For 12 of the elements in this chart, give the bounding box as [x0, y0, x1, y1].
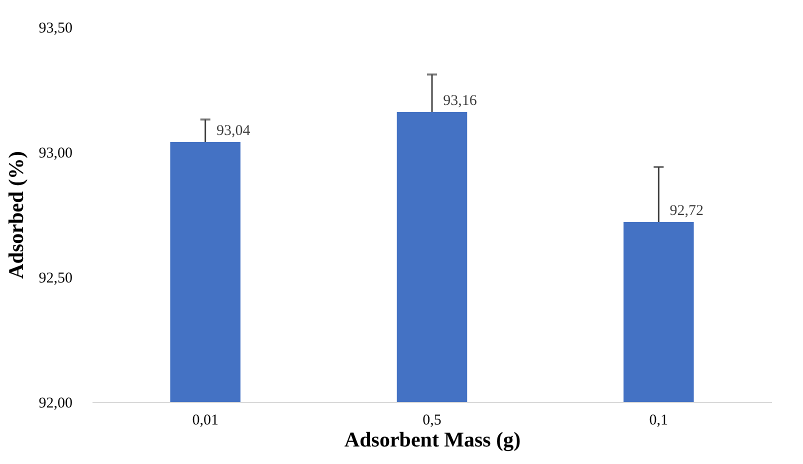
x-tick-label: 0,5 [422, 412, 442, 428]
x-tick-label: 0,01 [192, 412, 218, 428]
data-label: 92,72 [670, 203, 704, 219]
y-tick-label: 93,50 [38, 20, 72, 36]
y-tick-label: 92,00 [38, 396, 72, 412]
x-tick-label: 0,1 [649, 412, 668, 428]
y-tick-label: 93,00 [38, 146, 72, 162]
y-tick-label: 92,50 [38, 270, 72, 286]
data-label: 93,04 [216, 123, 251, 139]
x-axis-title: Adsorbent Mass (g) [344, 428, 521, 452]
data-label: 93,16 [443, 93, 478, 109]
y-axis-title: Adsorbed (%) [4, 151, 28, 279]
